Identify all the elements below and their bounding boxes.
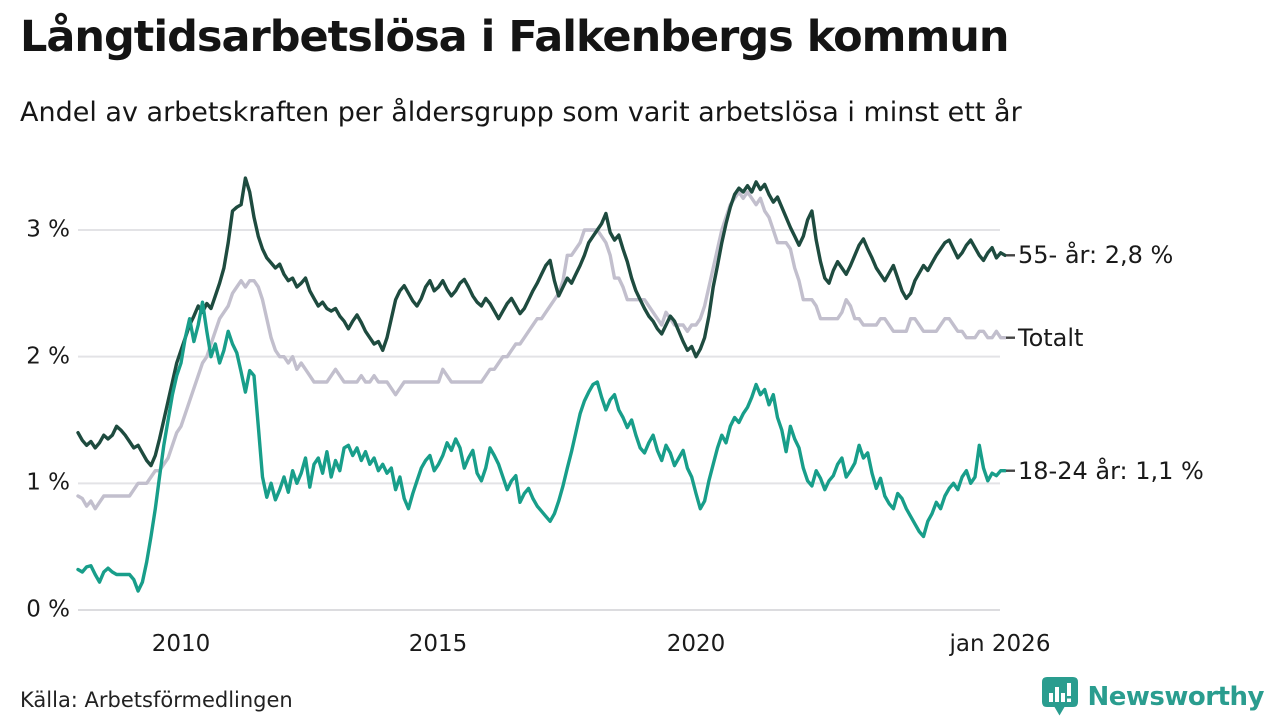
gridlines xyxy=(78,229,1000,611)
series-line-55-ar xyxy=(76,176,1007,468)
series-label-totalt: Totalt xyxy=(1018,323,1084,352)
series-line-totalt xyxy=(76,190,1007,511)
page-subtitle: Andel av arbetskraften per åldersgrupp s… xyxy=(20,97,1022,128)
series-label-55-ar: 55- år: 2,8 % xyxy=(1018,241,1174,270)
y-axis-tick-0pct: 0 % xyxy=(26,596,70,623)
label-ticks xyxy=(1006,254,1015,472)
y-axis-tick-2pct: 2 % xyxy=(26,343,70,370)
x-axis-tick-2010: 2010 xyxy=(151,631,211,657)
x-axis-tick-jan2026: jan 2026 xyxy=(949,631,1051,657)
newsworthy-bubble-chart-icon xyxy=(1041,677,1078,716)
page-title: Långtidsarbetslösa i Falkenbergs kommun xyxy=(20,12,1010,62)
y-axis-tick-3pct: 3 % xyxy=(26,216,70,243)
newsworthy-wordmark: Newsworthy xyxy=(1087,681,1265,712)
series-lines xyxy=(76,176,1007,593)
x-axis-tick-2020: 2020 xyxy=(666,631,726,657)
series-label-18-24-ar: 18-24 år: 1,1 % xyxy=(1018,456,1204,485)
y-axis-tick-1pct: 1 % xyxy=(26,469,70,496)
x-axis-tick-2015: 2015 xyxy=(408,631,468,657)
newsworthy-logo: Newsworthy xyxy=(1041,676,1265,717)
source-note: Källa: Arbetsförmedlingen xyxy=(20,688,293,712)
series-line-18-24-ar xyxy=(76,300,1007,593)
